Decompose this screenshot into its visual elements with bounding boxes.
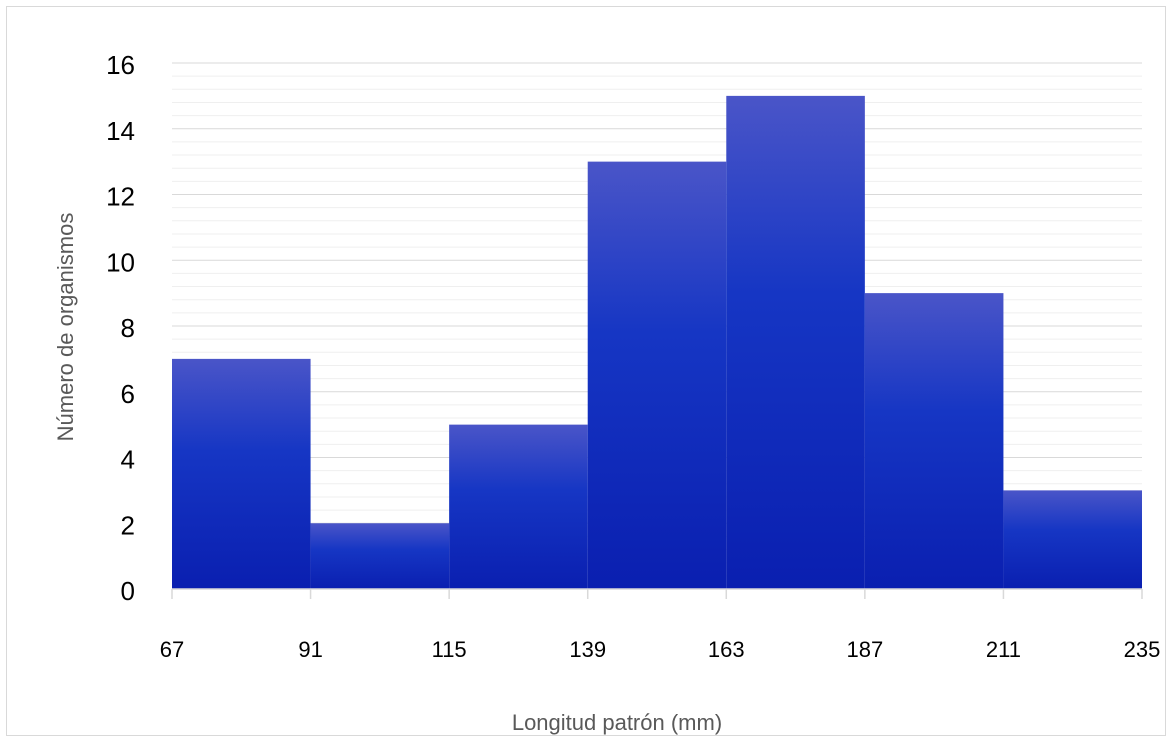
bars (172, 95, 1142, 589)
x-axis (171, 588, 1143, 599)
histogram-bar (449, 424, 588, 589)
x-tick-label: 67 (160, 637, 184, 662)
y-axis-title: Número de organismos (53, 213, 78, 442)
y-tick-label: 6 (121, 379, 135, 409)
y-tick-label: 10 (106, 247, 135, 277)
x-tick-label: 235 (1124, 637, 1161, 662)
y-tick-label: 2 (121, 510, 135, 540)
histogram-bar (1003, 490, 1142, 589)
histogram-bar (726, 95, 865, 589)
histogram-bar (310, 523, 450, 589)
x-tick-labels: 67 91 115 139 163 187 211 235 (160, 637, 1161, 662)
chart-frame: 0 2 4 6 8 10 12 14 16 67 91 115 139 163 187 211 235 Lon… (6, 6, 1166, 736)
y-tick-label: 4 (121, 445, 135, 475)
y-tick-labels: 0 2 4 6 8 10 12 14 16 (106, 50, 135, 606)
y-tick-label: 16 (106, 50, 135, 80)
histogram-chart: 0 2 4 6 8 10 12 14 16 67 91 115 139 163 187 211 235 Lon… (53, 50, 1161, 735)
x-tick-label: 115 (432, 637, 467, 662)
histogram-bar (172, 358, 311, 589)
histogram-bar (864, 293, 1004, 589)
x-tick-label: 139 (569, 637, 606, 662)
x-tick-label: 187 (846, 637, 883, 662)
x-tick-label: 91 (298, 637, 322, 662)
x-axis-title: Longitud patrón (mm) (512, 710, 722, 735)
y-tick-label: 12 (106, 182, 135, 212)
histogram-bar (587, 161, 727, 589)
x-tick-label: 211 (986, 637, 1021, 662)
x-tick-label: 163 (708, 637, 745, 662)
y-tick-label: 8 (121, 313, 135, 343)
y-tick-label: 0 (121, 576, 135, 606)
y-tick-label: 14 (106, 116, 135, 146)
